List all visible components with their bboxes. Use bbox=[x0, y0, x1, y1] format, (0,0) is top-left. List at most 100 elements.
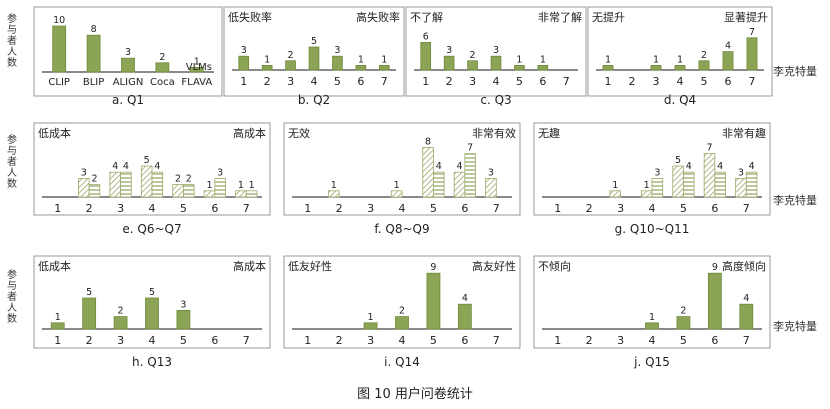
panel-9-bar-5 bbox=[426, 272, 441, 330]
panel-8-value-2: 5 bbox=[86, 287, 92, 298]
panel-6-bar-4-s1 bbox=[390, 190, 403, 198]
panel-5-tick-5: 5 bbox=[180, 202, 187, 215]
panel-5-right-label: 高成本 bbox=[233, 126, 266, 140]
panel-7-bar-3-s1 bbox=[609, 190, 621, 198]
panel-10-tick-2: 2 bbox=[586, 334, 593, 347]
panel-7-value-7-s2: 4 bbox=[749, 161, 755, 172]
y-axis-label-row2: 参与者人数 bbox=[7, 135, 17, 190]
panel-8-tick-7: 7 bbox=[243, 334, 250, 347]
panel-8-bar-5 bbox=[176, 309, 191, 330]
panel-1-value-ALIGN: 3 bbox=[125, 47, 131, 58]
panel-10-caption: j. Q15 bbox=[633, 355, 670, 369]
panel-7-left-label: 无趣 bbox=[538, 126, 560, 140]
y-axis-label-row1: 参与者人数 bbox=[7, 14, 17, 69]
panel-5-tick-3: 3 bbox=[117, 202, 124, 215]
panel-9-caption: i. Q14 bbox=[384, 355, 420, 369]
panel-5-tick-7: 7 bbox=[243, 202, 250, 215]
panel-5-bar-5-s2 bbox=[183, 184, 195, 198]
panel-1-tick-Coca: Coca bbox=[150, 77, 175, 88]
panel-6-value-5-s2: 4 bbox=[436, 161, 442, 172]
panel-8-value-4: 5 bbox=[149, 287, 155, 298]
panel-8-tick-3: 3 bbox=[117, 334, 124, 347]
panel-5-bar-6-s1 bbox=[203, 190, 216, 198]
panel-3-right-label: 非常了解 bbox=[538, 10, 582, 24]
panel-2-frame bbox=[223, 6, 405, 97]
panel-7-bar-6-s2 bbox=[714, 171, 726, 198]
panel-2-bar-4 bbox=[308, 46, 320, 71]
panel-5-bar-3-s1 bbox=[109, 171, 121, 198]
panel-10-tick-5: 5 bbox=[680, 334, 687, 347]
panel-4-value-7: 7 bbox=[749, 27, 755, 38]
panel-6-bar-6-s1 bbox=[453, 171, 466, 198]
panel-4-tick-5: 5 bbox=[701, 75, 708, 88]
panel-7-tick-5: 5 bbox=[680, 202, 687, 215]
panel-2-bar-6 bbox=[355, 65, 367, 71]
panel-9-tick-3: 3 bbox=[367, 334, 374, 347]
x-axis-label-row1: 李克特量 bbox=[773, 65, 817, 78]
panel-5-value-5-s1: 2 bbox=[175, 174, 181, 185]
panel-3-tick-1: 1 bbox=[422, 75, 429, 88]
panel-3-tick-6: 6 bbox=[539, 75, 546, 88]
panel-5-value-6-s1: 1 bbox=[206, 180, 212, 191]
panel-8-frame bbox=[33, 255, 271, 349]
panel-7-value-4-s1: 1 bbox=[644, 180, 650, 191]
panel-5-bar-2-s2 bbox=[88, 184, 101, 198]
panel-4-value-3: 1 bbox=[653, 54, 659, 65]
panel-5-value-3-s2: 4 bbox=[123, 161, 129, 172]
panel-3-tick-7: 7 bbox=[563, 75, 570, 88]
panel-1-bar-BLIP bbox=[86, 34, 101, 73]
panel-4-tick-2: 2 bbox=[629, 75, 636, 88]
panel-3-bar-1 bbox=[420, 42, 432, 71]
panel-8-bar-3 bbox=[113, 316, 128, 330]
panel-7-tick-7: 7 bbox=[743, 202, 750, 215]
panel-8-tick-6: 6 bbox=[211, 334, 218, 347]
panel-8-bar-4 bbox=[145, 297, 159, 330]
panel-7-bar-5-s1 bbox=[672, 165, 684, 198]
panel-6-bar-5-s2 bbox=[433, 171, 445, 198]
panel-5-bar-3-s2 bbox=[120, 171, 132, 198]
panel-8-bar-2 bbox=[82, 297, 97, 330]
panel-7-tick-2: 2 bbox=[586, 202, 593, 215]
panel-1-bar-FLAVA bbox=[189, 67, 204, 73]
panel-4-bar-3 bbox=[650, 65, 662, 71]
panel-6-tick-6: 6 bbox=[461, 202, 468, 215]
panel-7-tick-6: 6 bbox=[711, 202, 718, 215]
panel-5-value-5-s2: 2 bbox=[186, 174, 192, 185]
panel-9-tick-5: 5 bbox=[430, 334, 437, 347]
panel-9-tick-1: 1 bbox=[304, 334, 311, 347]
panel-6-tick-1: 1 bbox=[304, 202, 311, 215]
panel-3-left-label: 不了解 bbox=[410, 10, 443, 24]
panel-5-tick-6: 6 bbox=[211, 202, 218, 215]
panel-9-right-label: 高友好性 bbox=[472, 259, 516, 273]
panel-2-value-5: 3 bbox=[334, 45, 340, 56]
panel-2-value-2: 1 bbox=[264, 54, 270, 65]
panel-3-bar-4 bbox=[490, 55, 502, 71]
y-axis-label-row3: 参与者人数 bbox=[7, 270, 17, 325]
panel-1-bar-Coca bbox=[155, 62, 170, 73]
panel-2-caption: b. Q2 bbox=[298, 93, 330, 107]
panel-6-tick-4: 4 bbox=[399, 202, 406, 215]
panel-4-bar-4 bbox=[674, 65, 686, 71]
panel-3-tick-4: 4 bbox=[493, 75, 500, 88]
panel-10-right-label: 高度倾向 bbox=[722, 259, 766, 273]
panel-3-frame bbox=[405, 6, 587, 97]
panel-3-tick-3: 3 bbox=[469, 75, 476, 88]
panel-5-value-2-s1: 3 bbox=[81, 167, 87, 178]
panel-7-value-5-s2: 4 bbox=[686, 161, 692, 172]
panel-1-frame bbox=[33, 6, 223, 97]
panel-1-bar-CLIP bbox=[52, 25, 67, 73]
panel-2-value-6: 1 bbox=[358, 54, 364, 65]
figure-caption: 图 10 用户问卷统计 bbox=[357, 387, 473, 402]
panel-6-tick-7: 7 bbox=[493, 202, 500, 215]
panel-5-tick-4: 4 bbox=[149, 202, 156, 215]
panel-5-caption: e. Q6~Q7 bbox=[122, 222, 181, 236]
panel-5-left-label: 低成本 bbox=[38, 126, 71, 140]
panel-6-frame bbox=[283, 122, 521, 216]
panel-10-value-4: 1 bbox=[649, 312, 655, 323]
panel-9-frame bbox=[283, 255, 521, 349]
panel-10-frame bbox=[533, 255, 771, 349]
panel-3-value-1: 6 bbox=[423, 31, 429, 42]
panel-4-tick-1: 1 bbox=[605, 75, 612, 88]
panel-7-bar-7-s2 bbox=[745, 171, 758, 198]
